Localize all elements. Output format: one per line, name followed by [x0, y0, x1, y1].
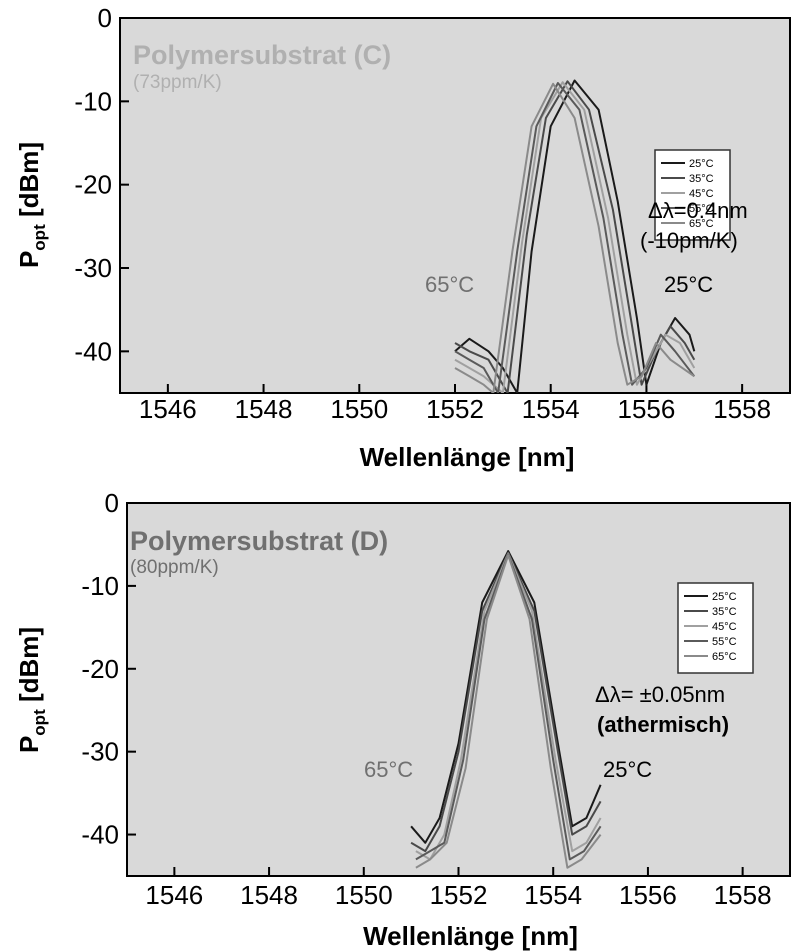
- y-axis-label: Popt [dBm]: [14, 627, 49, 753]
- temp-label-left: 65°C: [425, 272, 474, 297]
- x-tick-label: 1554: [524, 880, 582, 910]
- x-tick-label: 1552: [426, 394, 484, 424]
- series-line-65c: [454, 82, 695, 393]
- x-tick-label: 1556: [618, 394, 676, 424]
- chart-panel-1: 1546 1548 1550 1552 1554 1556 1558 0 -10 -20 -30 -4…: [14, 3, 791, 472]
- delta-lambda-annotation: Δλ=0.4nm: [648, 198, 748, 223]
- y-tick-label: -20: [81, 654, 119, 684]
- y-tick-label: -10: [81, 571, 119, 601]
- temp-label-left: 65°C: [364, 757, 413, 782]
- series-line-65c: [415, 554, 602, 869]
- x-tick-label: 1558: [713, 394, 771, 424]
- chart-subtitle: (80ppm/K): [130, 557, 219, 578]
- legend-label: 45°C: [689, 188, 714, 200]
- temp-label-right: 25°C: [664, 272, 713, 297]
- legend-box: [677, 582, 754, 674]
- y-tick-label: -30: [74, 253, 112, 283]
- x-tick-label: 1552: [430, 880, 488, 910]
- rate-annotation: (athermisch): [597, 712, 729, 737]
- series-line-25c: [410, 550, 602, 844]
- y-tick-label: -10: [74, 86, 112, 116]
- rate-annotation: (-10pm/K): [640, 228, 738, 253]
- legend-label: 65°C: [712, 651, 737, 663]
- y-tick-label: 0: [98, 3, 112, 33]
- y-tick-label: -30: [81, 737, 119, 767]
- x-axis-label: Wellenlänge [nm]: [360, 442, 575, 472]
- chart-subtitle: (73ppm/K): [133, 72, 222, 93]
- chart-title: Polymersubstrat (C): [133, 40, 391, 70]
- legend-box: [654, 149, 731, 241]
- delta-lambda-annotation: Δλ= ±0.05nm: [595, 682, 725, 707]
- x-tick-label: 1548: [235, 394, 293, 424]
- x-tick-label: 1546: [139, 394, 197, 424]
- chart-title: Polymersubstrat (D): [130, 526, 388, 556]
- y-tick-label: 0: [105, 488, 119, 518]
- legend-label: 35°C: [689, 173, 714, 185]
- x-tick-label: 1550: [335, 880, 393, 910]
- legend: 25°C 35°C 45°C 55°C 65°C: [677, 582, 754, 674]
- y-axis-label: Popt [dBm]: [14, 142, 49, 268]
- x-tick-label: 1550: [330, 394, 388, 424]
- series-line-55c: [454, 82, 696, 393]
- legend: 25°C 35°C 45°C 55°C 65°C: [654, 149, 731, 241]
- x-axis-label: Wellenlänge [nm]: [363, 921, 578, 951]
- x-tick-label: 1548: [240, 880, 298, 910]
- series-group: [410, 550, 602, 869]
- legend-label: 65°C: [689, 218, 714, 230]
- legend-label: 25°C: [689, 158, 714, 170]
- legend-label: 45°C: [712, 621, 737, 633]
- legend-label: 35°C: [712, 606, 737, 618]
- legend-label: 55°C: [712, 636, 737, 648]
- legend-label: 55°C: [689, 203, 714, 215]
- series-line-45c: [454, 81, 696, 393]
- y-tick-label: -40: [74, 336, 112, 366]
- x-tick-label: 1556: [619, 880, 677, 910]
- series-group: [454, 79, 696, 393]
- y-tick-label: -20: [74, 170, 112, 200]
- x-tick-label: 1554: [522, 394, 580, 424]
- chart-panel-2: 1546 1548 1550 1552 1554 1556 1558 0 -10 -20 -30 -4…: [14, 488, 791, 951]
- x-tick-label: 1546: [145, 880, 203, 910]
- x-tick-label: 1558: [714, 880, 772, 910]
- plot-area: [126, 502, 791, 877]
- y-tick-label: -40: [81, 820, 119, 850]
- temp-label-right: 25°C: [603, 757, 652, 782]
- legend-label: 25°C: [712, 591, 737, 603]
